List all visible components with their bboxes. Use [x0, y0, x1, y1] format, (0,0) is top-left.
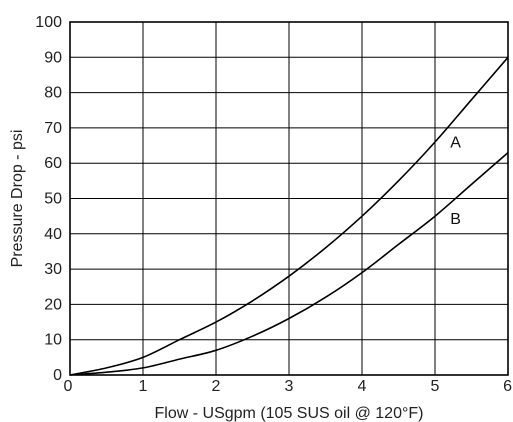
- x-tick-label: 5: [431, 378, 440, 395]
- series-label-a: A: [450, 135, 461, 152]
- curve-b: [69, 151, 509, 376]
- curve-a: [69, 56, 509, 376]
- x-tick-label: 0: [64, 378, 73, 395]
- y-tick-label: 20: [44, 296, 62, 313]
- curves: [69, 56, 509, 376]
- x-tick-label: 3: [285, 378, 294, 395]
- y-tick-label: 80: [44, 85, 62, 102]
- y-tick-label: 70: [44, 120, 62, 137]
- y-tick-labels: 0 10 20 30 40 50 60 70 80 90 100: [35, 14, 62, 384]
- x-tick-label: 2: [212, 378, 221, 395]
- x-tick-labels: 0 1 2 3 4 5 6: [64, 378, 513, 395]
- x-axis-title: Flow - USgpm (105 SUS oil @ 120°F): [155, 405, 424, 422]
- y-axis-title: Pressure Drop - psi: [9, 130, 26, 268]
- x-tick-label: 4: [358, 378, 367, 395]
- series-labels: AB: [450, 135, 461, 228]
- y-tick-label: 40: [44, 226, 62, 243]
- y-tick-label: 100: [35, 14, 62, 31]
- y-tick-label: 30: [44, 261, 62, 278]
- y-tick-label: 10: [44, 332, 62, 349]
- x-tick-label: 1: [139, 378, 148, 395]
- plot-frame: [69, 21, 509, 376]
- x-tick-label: 6: [503, 378, 512, 395]
- grid: [69, 21, 509, 376]
- y-tick-label: 60: [44, 155, 62, 172]
- y-tick-label: 0: [53, 367, 62, 384]
- series-label-b: B: [450, 211, 461, 228]
- y-tick-label: 50: [44, 191, 62, 208]
- y-tick-label: 90: [44, 49, 62, 66]
